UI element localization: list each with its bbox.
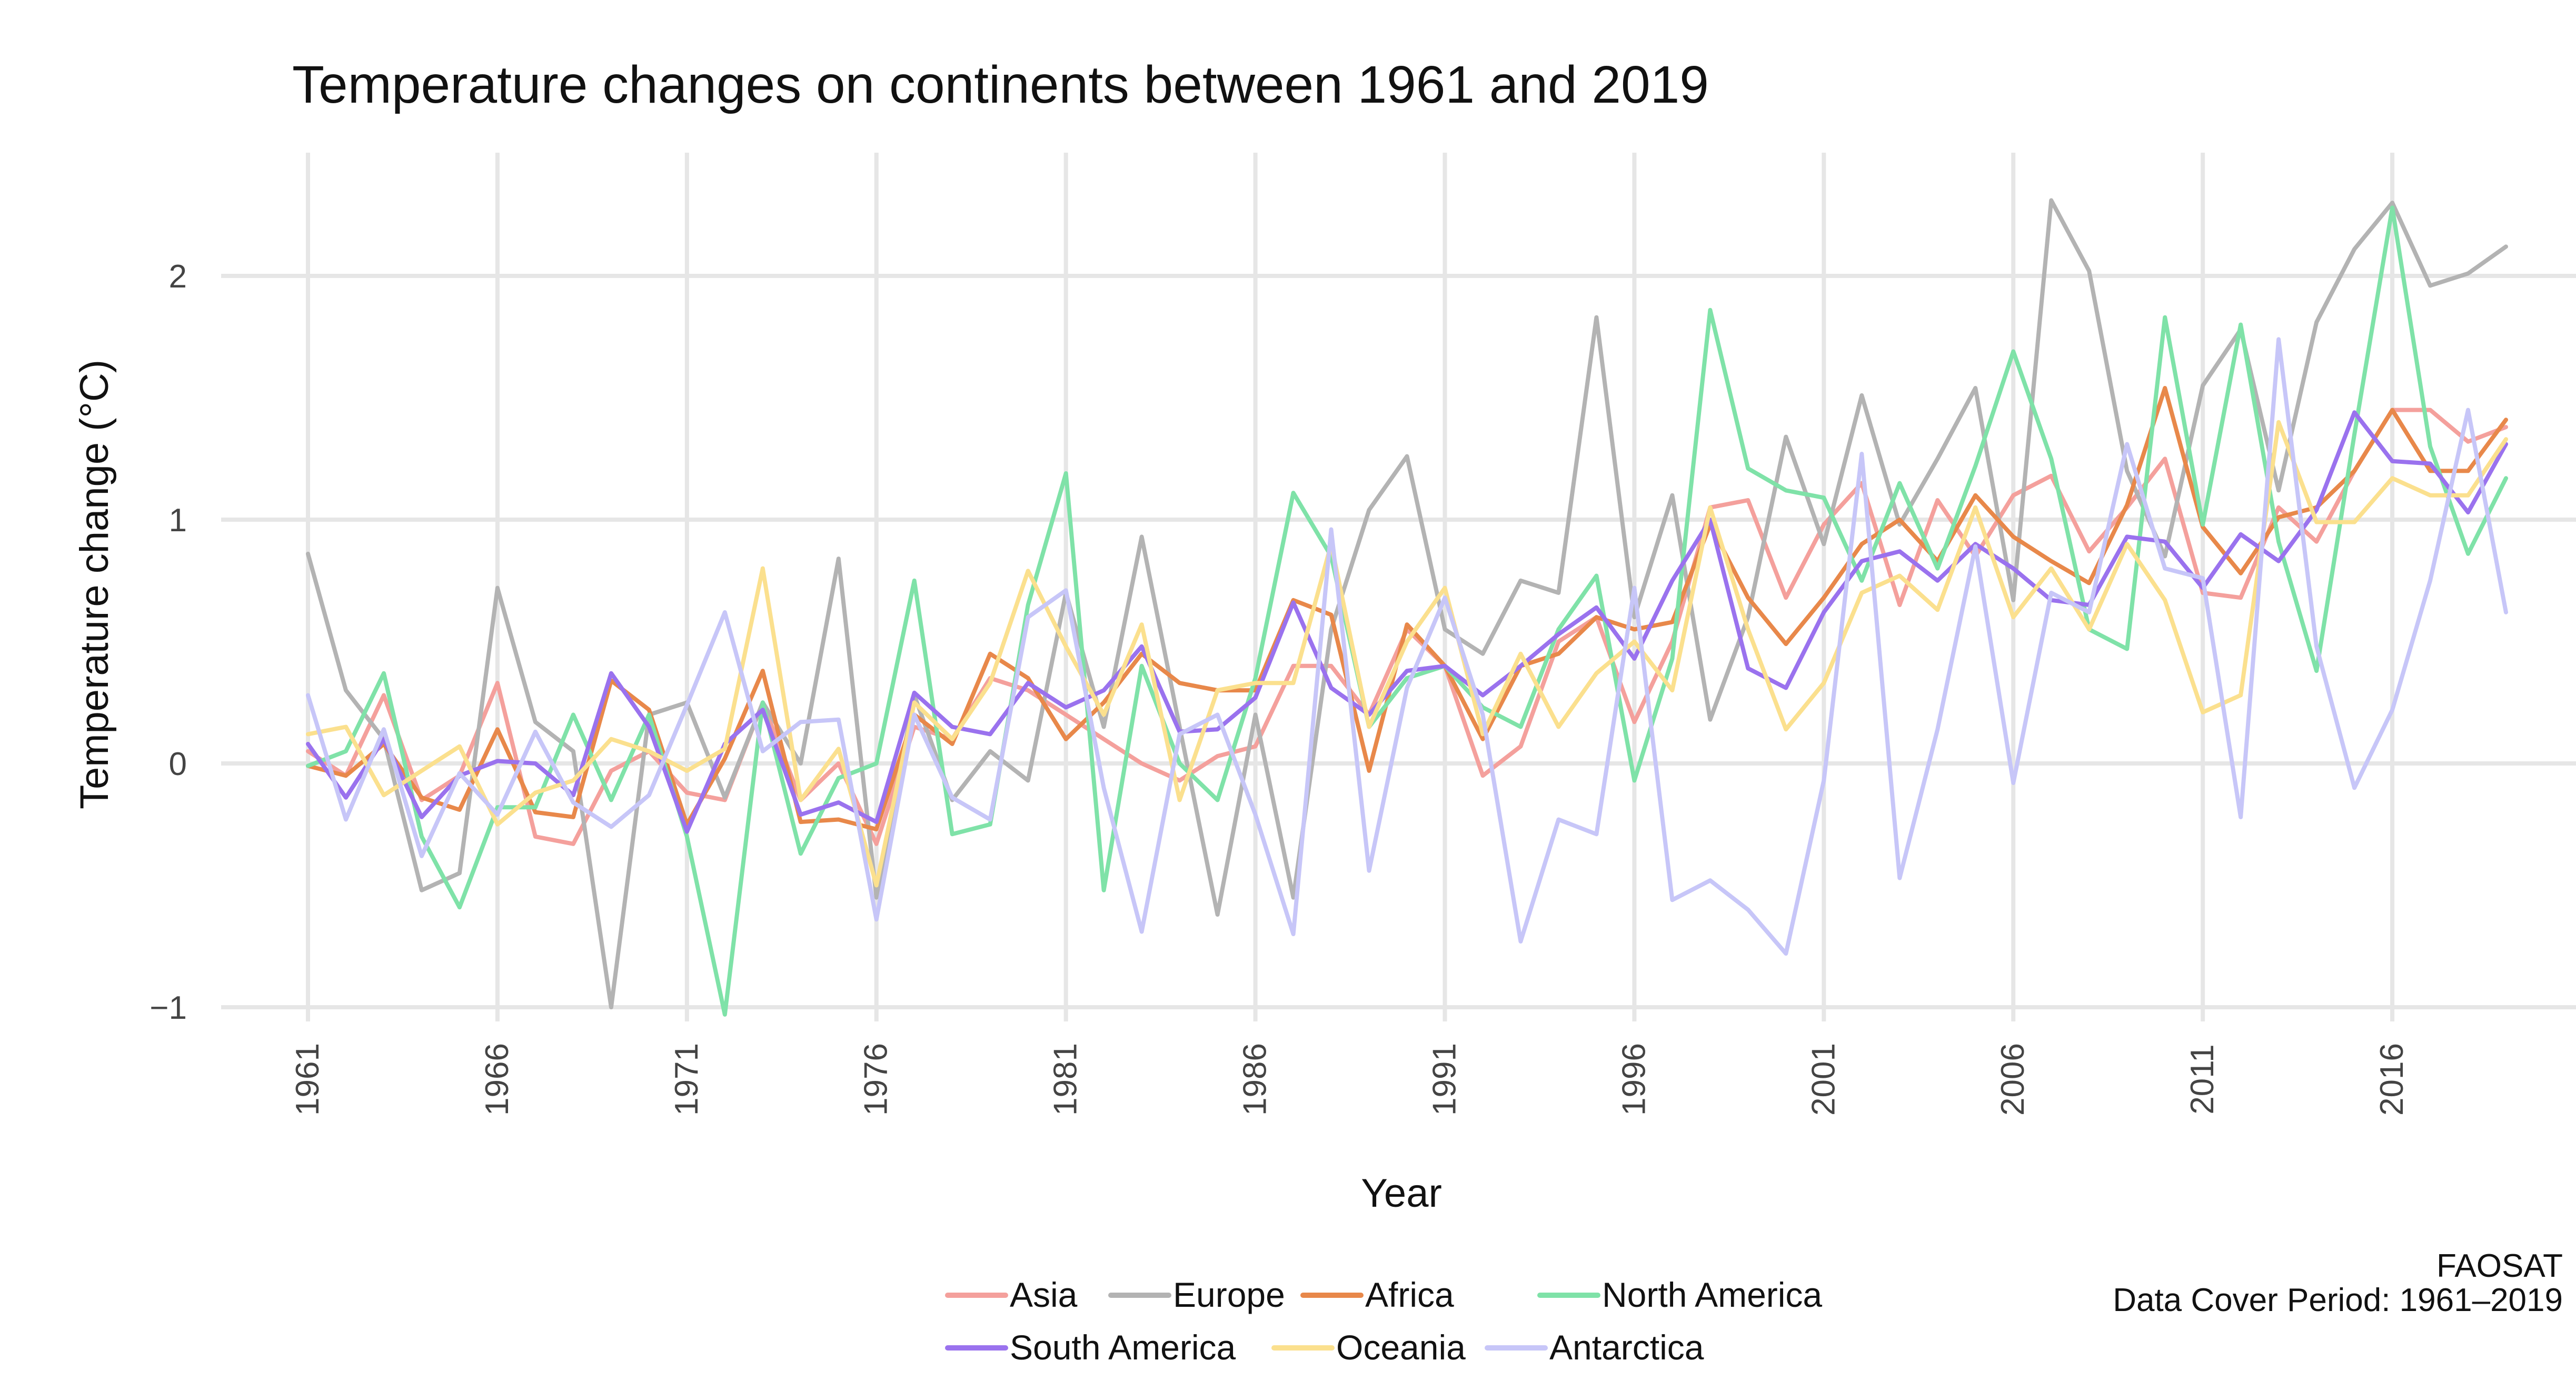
x-tick-label: 1991	[1426, 1043, 1463, 1116]
legend-label-north-america: North America	[1602, 1275, 1822, 1314]
legend-label-africa: Africa	[1365, 1275, 1454, 1314]
x-tick-label: 1961	[290, 1043, 326, 1116]
legend-label-asia: Asia	[1010, 1275, 1078, 1314]
caption-period: Data Cover Period: 1961–2019	[2113, 1282, 2563, 1318]
y-tick-label: 1	[169, 502, 187, 539]
x-tick-label: 1966	[479, 1043, 515, 1116]
x-tick-label: 1996	[1616, 1043, 1652, 1116]
x-tick-label: 1981	[1048, 1043, 1084, 1116]
y-tick-label: −1	[150, 990, 187, 1026]
y-tick-label: 0	[169, 746, 187, 782]
series-line-oceania	[306, 420, 2508, 888]
caption-source: FAOSAT	[2436, 1248, 2563, 1284]
chart-title: Temperature changes on continents betwee…	[292, 55, 1709, 114]
series-line-africa	[306, 386, 2508, 831]
series-line-north-america	[306, 205, 2508, 1017]
x-tick-label: 2016	[2374, 1043, 2410, 1116]
legend-label-europe: Europe	[1173, 1275, 1285, 1314]
series-lines	[306, 198, 2508, 1017]
legend-label-oceania: Oceania	[1336, 1328, 1466, 1367]
x-tick-label: 1971	[669, 1043, 705, 1116]
series-line-europe	[306, 198, 2508, 1009]
series-line-south-america	[306, 410, 2508, 834]
x-axis-title: Year	[1361, 1171, 1442, 1216]
x-tick-label: 2011	[2184, 1044, 2221, 1114]
y-axis-title: Temperature change (°C)	[72, 360, 117, 809]
x-tick-label: 1986	[1237, 1043, 1274, 1116]
x-tick-label: 1976	[858, 1043, 894, 1116]
legend-label-antarctica: Antarctica	[1549, 1328, 1704, 1367]
x-tick-label: 2001	[1805, 1043, 1842, 1116]
legend-label-south-america: South America	[1010, 1328, 1236, 1367]
x-axis-ticks: 1961 1966 1971 1976 1981 1986 1991 1996 2001 2006…	[290, 1043, 2410, 1116]
y-tick-label: 2	[169, 259, 187, 295]
legend: Asia Europe Africa North America South Ameri…	[945, 1275, 1822, 1367]
series-line-antarctica	[306, 337, 2508, 956]
y-axis-ticks: −1 0 1 2	[150, 259, 187, 1026]
grid	[221, 153, 2576, 1021]
x-tick-label: 2006	[1995, 1043, 2031, 1116]
caption: FAOSAT Data Cover Period: 1961–2019	[2113, 1248, 2563, 1318]
